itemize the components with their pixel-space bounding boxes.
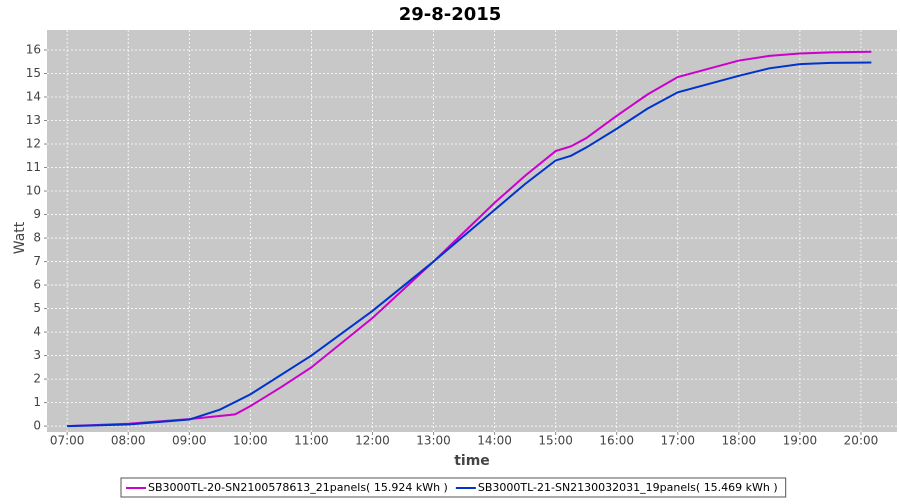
x-tick-label: 11:00 xyxy=(294,434,329,448)
legend-box xyxy=(120,477,787,498)
y-tick-label: 5 xyxy=(33,301,41,315)
line xyxy=(67,61,872,428)
chart-title: 29-8-2015 xyxy=(399,4,502,25)
y-tick-label: 13 xyxy=(26,113,41,127)
x-tick-label: 17:00 xyxy=(660,434,695,448)
x-tick-label: 12:00 xyxy=(355,434,390,448)
y-tick-label: 15 xyxy=(26,66,41,80)
y-tick-label: 6 xyxy=(33,278,41,292)
y-tick-label: 1 xyxy=(33,395,41,409)
legend-label: SB3000TL-20-SN2100578613_21panels( 15.92… xyxy=(148,481,448,494)
x-tick-label: 13:00 xyxy=(416,434,451,448)
x-axis-label: time xyxy=(454,453,490,469)
y-tick-label: 9 xyxy=(33,207,41,221)
y-tick-label: 7 xyxy=(33,254,41,268)
x-tick-label: 16:00 xyxy=(599,434,634,448)
y-axis-label: Watt xyxy=(12,221,28,254)
plot-area xyxy=(47,30,897,432)
x-tick-label: 20:00 xyxy=(844,434,879,448)
y-tick-label: 14 xyxy=(26,90,41,104)
y-tick-label: 3 xyxy=(33,348,41,362)
x-tick-label: 14:00 xyxy=(477,434,512,448)
y-tick-label: 0 xyxy=(33,419,41,433)
x-tick-label: 18:00 xyxy=(722,434,757,448)
x-tick-label: 09:00 xyxy=(172,434,207,448)
y-tick-label: 11 xyxy=(26,160,41,174)
legend-label: SB3000TL-21-SN2130032031_19panels( 15.46… xyxy=(478,481,778,494)
x-tick-label: 07:00 xyxy=(50,434,85,448)
y-tick-label: 8 xyxy=(33,231,41,245)
x-tick-label: 08:00 xyxy=(111,434,146,448)
y-tick-label: 12 xyxy=(26,137,41,151)
y-tick-label: 4 xyxy=(33,325,41,339)
line xyxy=(67,50,872,428)
y-tick-label: 16 xyxy=(26,42,41,56)
y-tick-label: 2 xyxy=(33,372,41,386)
x-tick-label: 10:00 xyxy=(233,434,268,448)
x-tick-label: 19:00 xyxy=(783,434,818,448)
x-tick-label: 15:00 xyxy=(538,434,573,448)
y-tick-label: 10 xyxy=(26,184,41,198)
